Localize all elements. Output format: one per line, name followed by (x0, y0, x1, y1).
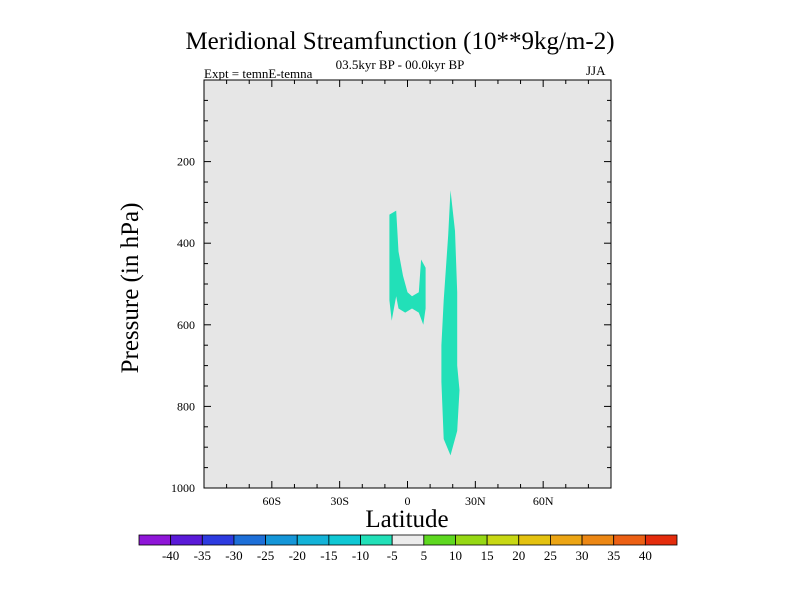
x-tick-label: 60N (533, 494, 554, 508)
contour-regions (389, 190, 460, 456)
y-tick-label: 600 (177, 318, 195, 332)
chart-subtitle: 03.5kyr BP - 00.0kyr BP (335, 57, 465, 72)
colorbar-label: -25 (257, 548, 274, 563)
y-tick-label: 800 (177, 399, 195, 413)
plot-frame (203, 79, 612, 489)
axis-tick-labels: 60S 30S 0 30N 60N 200 400 600 800 1000 (171, 155, 554, 508)
colorbar-swatch (423, 534, 456, 546)
colorbar-swatch (328, 534, 361, 546)
colorbar-label: 25 (544, 548, 557, 563)
colorbar-swatch (360, 534, 393, 546)
colorbar-swatch (581, 534, 615, 546)
colorbar-label: -35 (194, 548, 211, 563)
colorbar-label: -20 (289, 548, 306, 563)
colorbar-swatch (613, 534, 646, 546)
colorbar-label: -30 (225, 548, 242, 563)
chart-title: Meridional Streamfunction (10**9kg/m-2) (185, 28, 615, 55)
y-tick-label: 1000 (171, 481, 195, 495)
colorbar-label: 40 (639, 548, 652, 563)
colorbar-label: 10 (449, 548, 462, 563)
colorbar-label: -15 (320, 548, 337, 563)
x-tick-label: 30S (330, 494, 349, 508)
colorbar-label: 20 (512, 548, 525, 563)
negative-anomaly-cell-b (441, 190, 460, 456)
x-tick-label: 30N (465, 494, 486, 508)
colorbar-label: 30 (576, 548, 589, 563)
x-axis-label: Latitude (365, 506, 449, 533)
axis-ticks (204, 80, 611, 488)
colorbar-label: 5 (421, 548, 428, 563)
colorbar-swatch (296, 534, 330, 546)
colorbar-swatch (233, 534, 266, 546)
colorbar-label: -40 (162, 548, 179, 563)
colorbar-swatch (201, 534, 235, 546)
y-tick-label: 200 (177, 155, 195, 169)
colorbar-swatch (644, 534, 678, 546)
colorbar-label: -5 (387, 548, 398, 563)
colorbar-swatch (391, 534, 425, 546)
colorbar-label: 35 (607, 548, 620, 563)
experiment-label: Expt = temnE-temna (204, 66, 313, 81)
negative-anomaly-cell-a (389, 210, 426, 325)
colorbar-swatch (265, 534, 298, 546)
colorbar-swatch (518, 534, 551, 546)
x-tick-label: 0 (405, 494, 411, 508)
plot-background (204, 80, 611, 488)
colorbar-swatch (138, 534, 172, 546)
y-tick-label: 400 (177, 236, 195, 250)
colorbar-swatch (550, 534, 583, 546)
colorbar-label: -10 (352, 548, 369, 563)
colorbar-swatch (455, 534, 488, 546)
colorbar-swatch (170, 534, 203, 546)
season-label: JJA (586, 63, 606, 78)
colorbar-label: 15 (481, 548, 494, 563)
colorbar-swatch (486, 534, 520, 546)
colorbar: -40 -35 -30 -25 -20 -15 -10 -5 5 10 15 20 25 30 35 40 (138, 534, 678, 563)
x-tick-label: 60S (262, 494, 281, 508)
